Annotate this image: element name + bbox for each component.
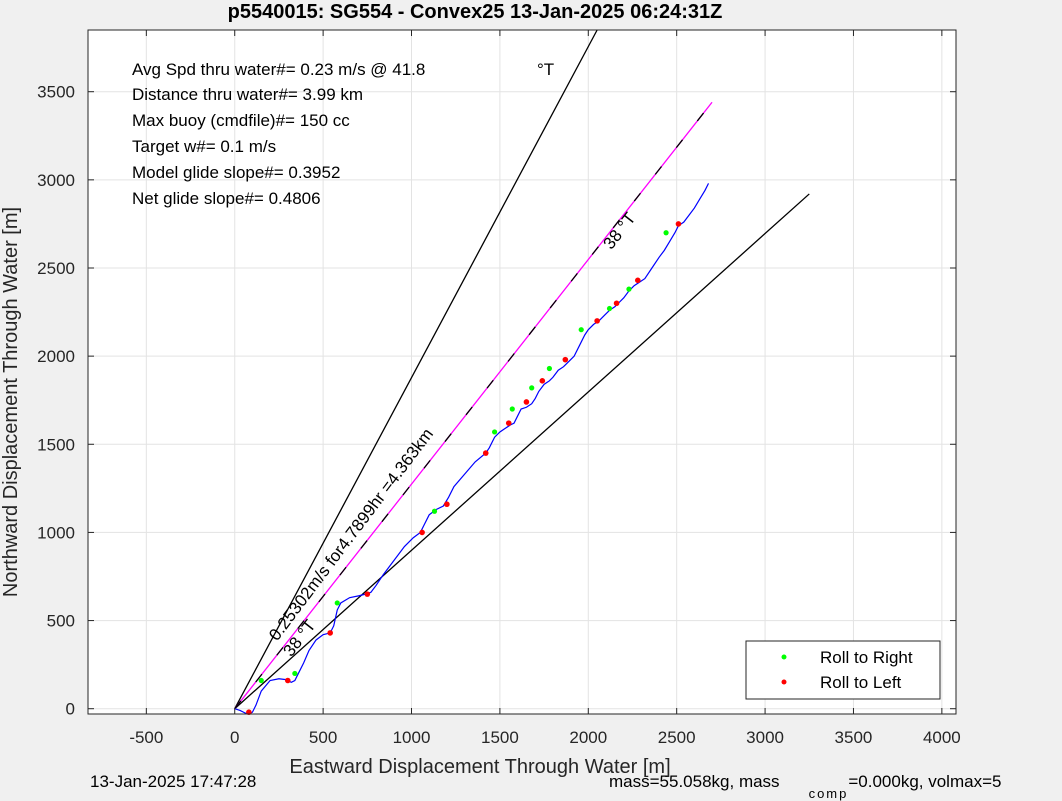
stats-box: Avg Spd thru water#= 0.23 m/s @ 41.8 °T … xyxy=(132,60,554,208)
roll-right-point xyxy=(334,600,340,606)
roll-left-point xyxy=(327,630,333,636)
stat-distance: Distance thru water#= 3.99 km xyxy=(132,85,363,104)
footer-mass-prefix: mass=55.058kg, mass xyxy=(609,772,780,791)
legend-roll-left-label: Roll to Left xyxy=(820,673,902,692)
y-tick-label: 3000 xyxy=(37,171,75,190)
x-tick-label: 2500 xyxy=(658,728,696,747)
stat-avg-speed-unit: °T xyxy=(537,60,554,79)
roll-left-point xyxy=(539,378,546,384)
roll-right-point xyxy=(529,385,535,391)
roll-left-point xyxy=(284,677,291,684)
reference-line-1 xyxy=(234,193,810,710)
axes-box xyxy=(87,29,957,715)
x-tick-label: 4000 xyxy=(923,728,961,747)
x-tick-label: 1000 xyxy=(393,728,431,747)
reference-line-2 xyxy=(234,101,713,710)
y-axis-label: Northward Displacement Through Water [m] xyxy=(0,207,22,597)
stat-net-glide: Net glide slope#= 0.4806 xyxy=(132,189,321,208)
track-series xyxy=(234,183,710,715)
roll-left-point xyxy=(613,300,620,307)
x-tick-label: 3000 xyxy=(746,728,784,747)
footer-timestamp: 13-Jan-2025 17:47:28 xyxy=(90,772,257,791)
x-tick-label: 0 xyxy=(230,728,239,747)
legend-roll-right-marker xyxy=(781,654,787,660)
roll-left-point xyxy=(523,399,530,405)
roll-right-point xyxy=(292,670,298,677)
roll-right-point xyxy=(546,365,553,372)
legend-box xyxy=(745,640,941,700)
stat-model-glide: Model glide slope#= 0.3952 xyxy=(132,163,340,182)
y-tick-label: 500 xyxy=(47,612,75,631)
reference-line-0 xyxy=(234,29,598,710)
y-tick-label: 1000 xyxy=(37,523,75,542)
grid xyxy=(88,30,956,714)
x-tick-label: 1500 xyxy=(481,728,519,747)
legend-roll-right-label: Roll to Right xyxy=(820,648,913,667)
x-tick-label: 2000 xyxy=(569,728,607,747)
x-tick-label: -500 xyxy=(129,728,163,747)
chart-title: p5540015: SG554 - Convex25 13-Jan-2025 0… xyxy=(228,1,723,23)
legend-roll-left-marker xyxy=(781,679,787,685)
roll-right-point xyxy=(606,305,613,312)
footer-mass: mass=55.058kg, mass comp=0.000kg, volmax=… xyxy=(609,772,1002,801)
stat-target-w: Target w#= 0.1 m/s xyxy=(132,137,276,156)
roll-right-point xyxy=(258,677,264,684)
y-tick-label: 1500 xyxy=(37,435,75,454)
roll-left-point xyxy=(419,529,425,536)
stat-max-buoy: Max buoy (cmdfile)#= 150 cc xyxy=(132,111,350,130)
y-tick-label: 0 xyxy=(66,700,75,719)
roll-left-point xyxy=(444,501,450,508)
y-tick-label: 3500 xyxy=(37,83,75,102)
y-tick-label: 2000 xyxy=(37,347,75,366)
x-tick-label: 3500 xyxy=(835,728,873,747)
roll-left-point xyxy=(562,356,569,363)
plot-area xyxy=(88,30,956,714)
footer-mass-subscript: comp xyxy=(808,786,849,801)
roll-right-point xyxy=(578,327,584,333)
y-tick-label: 2500 xyxy=(37,259,75,278)
roll-left-point xyxy=(505,420,512,426)
footer-mass-suffix: =0.000kg, volmax=5 xyxy=(848,772,1002,791)
roll-right-point xyxy=(663,230,669,236)
roll-markers xyxy=(246,221,682,716)
x-axis-label: Eastward Displacement Through Water [m] xyxy=(289,756,670,778)
reference-lines xyxy=(234,29,810,710)
roll-right-point xyxy=(431,508,438,514)
roll-right-point xyxy=(491,429,498,435)
roll-right-point xyxy=(509,406,515,412)
track-line-0 xyxy=(234,183,710,715)
ticks: -500 0 500 1000 1500 2000 2500 3000 3500 4000 0 500… xyxy=(37,30,961,747)
roll-left-point xyxy=(594,318,600,324)
roll-right-point xyxy=(626,286,632,292)
legend: Roll to Right Roll to Left xyxy=(745,640,941,700)
roll-left-point xyxy=(634,277,641,284)
roll-left-point xyxy=(482,450,489,456)
stat-avg-speed: Avg Spd thru water#= 0.23 m/s @ 41.8 xyxy=(132,60,425,79)
roll-left-point xyxy=(675,221,682,227)
roll-left-point xyxy=(364,591,371,597)
x-tick-label: 500 xyxy=(309,728,337,747)
